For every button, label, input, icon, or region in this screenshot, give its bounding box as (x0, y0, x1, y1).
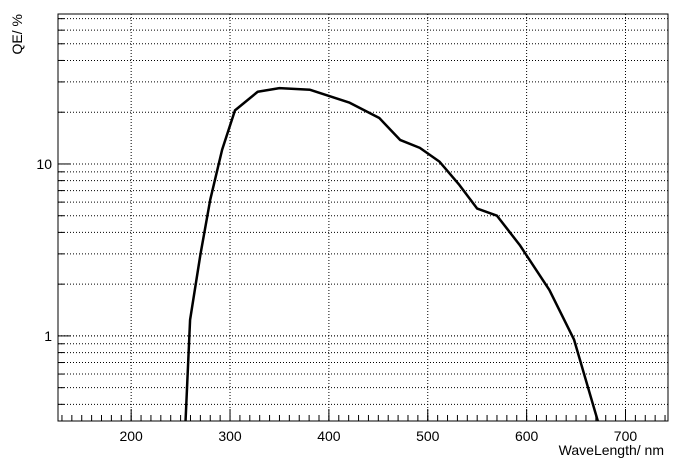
x-tick-label: 400 (317, 428, 341, 444)
y-tick-label: 10 (36, 156, 52, 172)
line (184, 86, 600, 421)
x-tick-label: 700 (614, 428, 638, 444)
y-tick-label: 1 (44, 328, 52, 344)
plot-frame (57, 13, 669, 422)
x-tick-label: 200 (119, 428, 143, 444)
x-axis-label: WaveLength/ nm (559, 442, 664, 458)
x-tick-label: 500 (416, 428, 440, 444)
x-tick-label: 600 (515, 428, 539, 444)
y-axis-label: QE/ % (9, 14, 25, 54)
x-tick-label: 300 (218, 428, 242, 444)
